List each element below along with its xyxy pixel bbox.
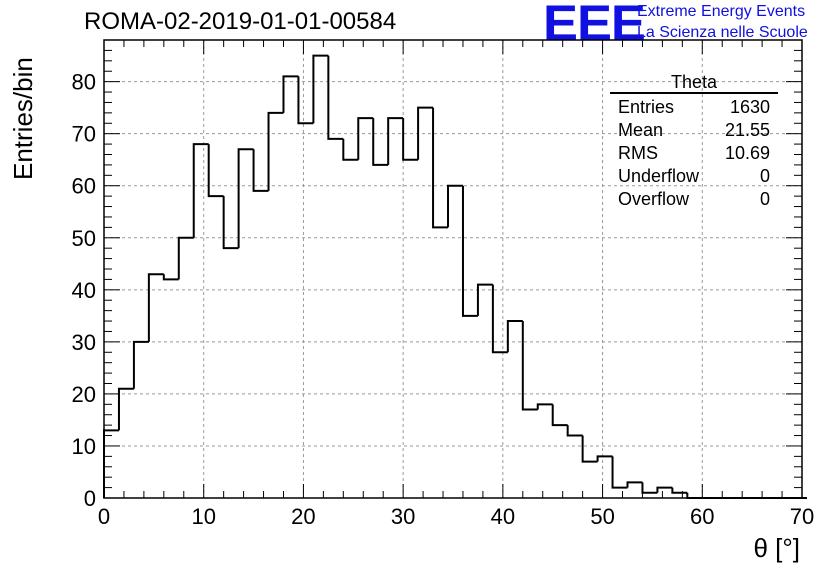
histogram-bin <box>297 76 314 125</box>
stats-row-underflow: Underflow 0 <box>610 165 778 188</box>
y-tick-label: 20 <box>72 382 96 407</box>
histogram-bin <box>626 481 643 488</box>
histogram-bin <box>327 55 344 140</box>
x-tick-label: 30 <box>391 504 415 529</box>
x-tick-label: 0 <box>98 504 110 529</box>
stats-label: Mean <box>618 120 664 140</box>
stats-label: Overflow <box>618 189 690 209</box>
histogram-bin <box>147 273 164 342</box>
x-tick-label: 60 <box>690 504 714 529</box>
histogram-bin <box>177 236 194 280</box>
stats-value: 21.55 <box>724 120 770 140</box>
histogram-bin <box>222 196 239 250</box>
stats-row-entries: Entries 1630 <box>610 96 778 119</box>
histogram-bin <box>596 455 613 462</box>
org-name-line-1: Extreme Energy Events <box>637 3 806 20</box>
x-axis-label: θ [°] <box>753 533 800 563</box>
y-tick-label: 60 <box>72 174 96 199</box>
histogram-bin <box>566 425 583 437</box>
histogram-bin <box>237 148 254 249</box>
x-tick-label: 70 <box>790 504 814 529</box>
stats-box: Theta Entries 1630 Mean 21.55 RMS 10.69 … <box>610 72 778 211</box>
histogram-bin <box>192 143 209 238</box>
histogram-bin <box>656 486 673 493</box>
x-tick-label: 50 <box>590 504 614 529</box>
histogram-bin <box>641 482 658 494</box>
x-tick-label: 10 <box>191 504 215 529</box>
histogram-bin <box>686 492 703 499</box>
histogram-bin <box>611 456 628 489</box>
histogram-bin <box>461 185 478 317</box>
histogram-bin <box>536 403 553 410</box>
y-tick-label: 50 <box>72 226 96 251</box>
histogram-bin <box>417 106 434 160</box>
org-name-line-2: La Scienza nelle Scuole <box>637 24 808 41</box>
stats-row-mean: Mean 21.55 <box>610 119 778 142</box>
histogram-bin <box>117 387 134 431</box>
axes-frame <box>103 39 803 499</box>
histogram-bin <box>207 144 224 198</box>
y-tick-label: 70 <box>72 122 96 147</box>
stats-value: 1630 <box>729 97 770 117</box>
y-tick-label: 10 <box>72 434 96 459</box>
histogram-bin <box>551 404 568 427</box>
stats-row-overflow: Overflow 0 <box>610 188 778 211</box>
y-tick-label: 30 <box>72 330 96 355</box>
histogram-bin <box>342 138 359 161</box>
tick-labels: 0 10 20 30 40 50 60 70 0 10 20 30 40 50 60 70 80 <box>72 70 815 529</box>
stats-value: 0 <box>759 189 770 209</box>
histogram-bin <box>162 274 179 281</box>
histogram-bin <box>581 435 598 463</box>
stats-label: Entries <box>618 97 675 117</box>
histogram-bin <box>267 111 284 191</box>
histogram-bin <box>357 117 374 160</box>
histogram-bin <box>671 487 688 494</box>
histogram-bin <box>506 320 523 353</box>
x-tick-label: 20 <box>291 504 315 529</box>
histogram-title: ROMA-02-2019-01-01-00584 <box>84 8 397 35</box>
histogram-bin <box>447 184 463 228</box>
histogram-bin <box>432 107 449 229</box>
stats-value: 10.69 <box>724 143 770 163</box>
stats-title: Theta <box>610 72 778 94</box>
stats-row-rms: RMS 10.69 <box>610 142 778 165</box>
stats-label: RMS <box>618 143 658 163</box>
histogram-bin <box>312 54 329 124</box>
y-tick-label: 40 <box>72 278 96 303</box>
y-tick-label: 80 <box>72 70 96 95</box>
y-tick-label: 0 <box>84 486 96 511</box>
histogram-bin <box>372 118 389 166</box>
histogram-bin <box>252 149 269 192</box>
histogram-bin <box>402 118 419 161</box>
stats-value: 0 <box>759 166 770 186</box>
histogram-bin <box>476 283 493 316</box>
stats-label: Underflow <box>618 166 700 186</box>
histogram-bin <box>387 117 404 165</box>
x-tick-label: 40 <box>491 504 515 529</box>
histogram-bin <box>132 340 149 389</box>
histogram-bin <box>521 321 538 411</box>
histogram-bin <box>282 75 299 113</box>
histogram-bin <box>491 284 508 354</box>
